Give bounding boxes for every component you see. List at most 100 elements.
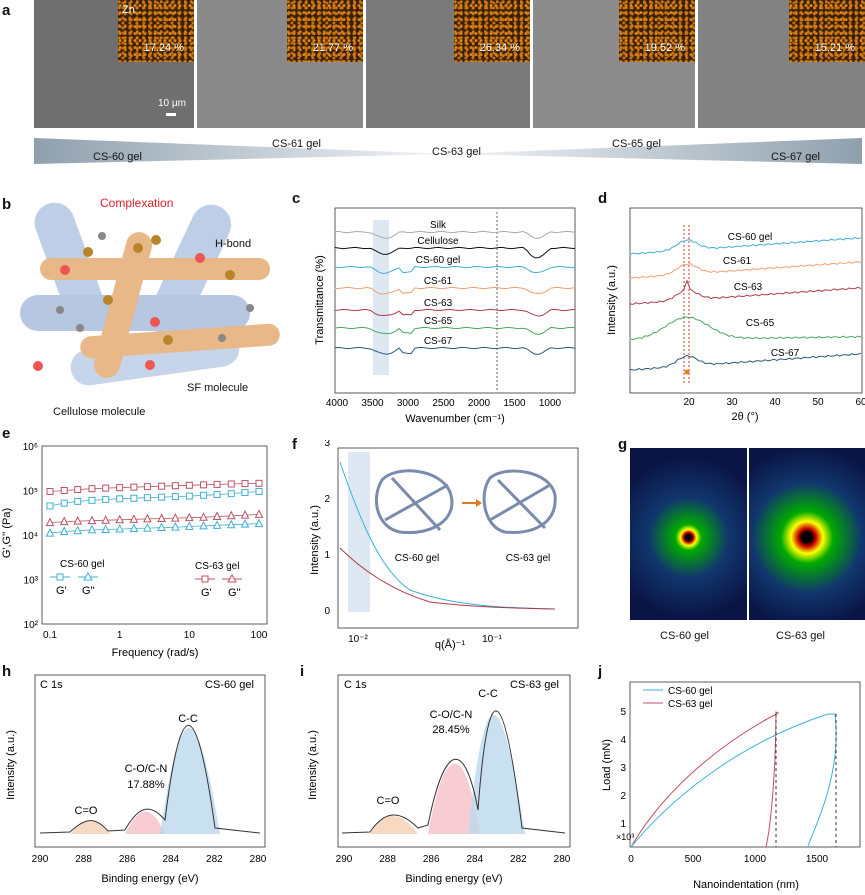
panel-b-letter: b [2, 196, 12, 213]
sem-image-4: 19.52 % [533, 0, 695, 128]
sem-image-5: 15.21 % [698, 0, 865, 128]
xrd-xtick-4: 60 [855, 397, 865, 408]
xrd-series-label-2: CS-63 [734, 282, 763, 293]
saxs-ytick-2: 2 [324, 494, 330, 505]
rheo-point [115, 514, 124, 524]
xps63-ylabel: Intensity (a.u.) [307, 730, 319, 800]
rheo-point [240, 519, 250, 528]
saxs-label-b: CS-63 gel [506, 553, 550, 564]
molecular-schematic [20, 202, 280, 386]
xps-xtick-3: 284 [466, 854, 483, 865]
ftir-series-6 [334, 346, 576, 355]
ftir-xtick-5: 1500 [503, 398, 526, 409]
xps60-peak-co-pct: 17.88% [127, 779, 165, 791]
ftir-xtick-1: 3500 [361, 398, 384, 409]
rheo-point [45, 517, 55, 527]
rheo-point [87, 515, 97, 525]
rheo-point [101, 515, 110, 524]
xrd-series-label-3: CS-65 [746, 318, 775, 329]
rheo-point [213, 491, 221, 499]
saxs-pattern-cs60 [630, 448, 747, 620]
panel-i-letter: i [300, 663, 305, 680]
saxs-ytick-3: 3 [324, 440, 330, 449]
ftir-series-label-0: Silk [430, 220, 447, 231]
rheo-point [254, 509, 264, 518]
nano-xlabel: Nanoindentation (nm) [693, 879, 799, 891]
gel-label-63: CS-63 gel [432, 146, 481, 158]
sem-image-2: 21.77 % [197, 0, 363, 128]
xps-xtick-5: 280 [554, 854, 571, 865]
rheo-line-3 [49, 514, 260, 523]
xps63-peak-cc: C-C [478, 688, 498, 700]
rheo-point [59, 526, 69, 535]
rheo-point [60, 487, 68, 494]
rheo-point [171, 512, 180, 522]
legend-cs60-title: CS-60 gel [60, 559, 104, 570]
xrd-series-label-1: CS-61 [723, 256, 752, 267]
legend-cs63-g1: G' [201, 587, 212, 599]
xps60-peak-co-double: C=O [75, 805, 98, 817]
rheo-point [241, 480, 249, 488]
nano-ytick-0: 1 [620, 819, 626, 830]
saxs-pattern-cs63 [749, 448, 865, 620]
ftir-series-label-2: CS-60 gel [416, 255, 460, 266]
xrd-ylabel: Intensity (a.u.) [606, 265, 618, 335]
xrd-xtick-0: 20 [683, 397, 695, 408]
ftir-series-label-6: CS-67 [424, 336, 453, 347]
rheo-point [158, 482, 166, 490]
ftir-series-1 [334, 246, 576, 259]
panel-a-letter: a [2, 2, 11, 19]
rheo-line-0 [49, 491, 260, 507]
gel-label-67: CS-67 gel [771, 151, 820, 163]
xps63-peak-co: C-O/C-N [430, 709, 473, 721]
nano-ytick-4: 5 [620, 707, 626, 718]
rheo-point [213, 480, 221, 488]
sem-image-3: 26.34 % [366, 0, 530, 128]
rheo-point [254, 518, 264, 528]
xrd-chart: CS-60 gel CS-61 CS-63 CS-65 CS-67 20 30 40 50 60… [606, 207, 865, 423]
saxs-xtick-2: 10⁻¹ [482, 634, 502, 645]
legend-cs60-g1: G' [56, 585, 67, 597]
nano-legend-cs60: CS-60 gel [668, 686, 712, 697]
xps-xtick-1: 288 [379, 854, 396, 865]
pattern-label-cs63: CS-63 gel [776, 630, 825, 642]
rheo-point [46, 502, 54, 510]
rheo-point [200, 491, 208, 499]
rheo-point [212, 520, 222, 529]
zn-percent-2: 21.77 % [312, 42, 353, 54]
rheo-point [157, 513, 166, 522]
ftir-series-label-1: Cellulose [417, 236, 459, 247]
rheo-point [227, 480, 235, 488]
rheo-line-2 [49, 482, 260, 492]
xps-xtick-0: 290 [336, 854, 353, 865]
saxs-chart: 0 1 2 3 10⁻² 10⁻¹ Intensity (a.u.) q(Å)⁻¹ C… [309, 440, 579, 651]
rheo-point [241, 489, 249, 497]
rheo-point [199, 512, 208, 521]
rheo-point [227, 490, 235, 498]
pattern-label-cs60: CS-60 gel [660, 630, 709, 642]
rheo-point [143, 483, 151, 491]
rheo-point [130, 483, 138, 491]
nano-xtick-0: 0 [628, 854, 634, 865]
ftir-series-label-3: CS-61 [424, 276, 453, 287]
rheo-point [46, 487, 54, 495]
zn-percent-5: 15.21 % [814, 42, 855, 54]
rheo-point [74, 497, 82, 505]
ftir-xtick-3: 2500 [432, 398, 455, 409]
nano-xtick-2: 1000 [744, 854, 767, 865]
ftir-xtick-0: 4000 [326, 398, 349, 409]
network-schematic-a [374, 469, 454, 535]
rheo-point [143, 494, 151, 502]
gel-label-61: CS-61 gel [272, 138, 321, 150]
panel-f-letter: f [292, 436, 297, 453]
gel-label-65: CS-65 gel [612, 138, 661, 150]
rheo-point [185, 481, 193, 489]
rheo-point [88, 496, 96, 504]
ftir-chart: Silk Cellulose CS-60 gel CS-61 CS-63 CS-65 CS-… [314, 207, 576, 425]
xrd-series-3 [629, 316, 862, 341]
gel-label-60: CS-60 gel [93, 151, 142, 163]
xps63-xlabel: Binding energy (eV) [405, 873, 502, 885]
rheo-point [73, 516, 83, 525]
rheo-point [199, 520, 208, 530]
rheo-point [129, 523, 139, 532]
